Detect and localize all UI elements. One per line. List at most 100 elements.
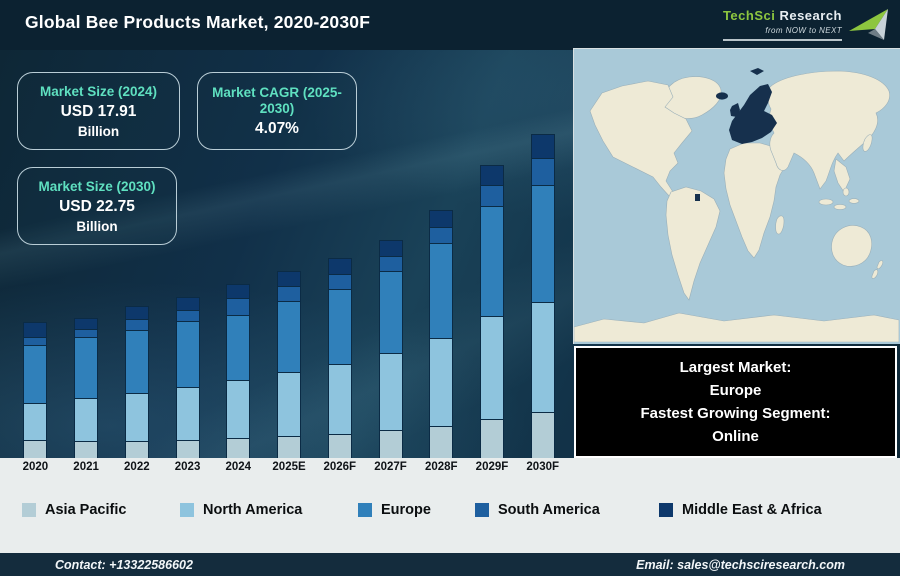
- legend-item-north-america: North America: [180, 502, 302, 518]
- bar-segment-middle-east-africa: [124, 306, 149, 319]
- bar-segment-south-america: [277, 286, 302, 301]
- callout-label: Market Size (2030): [38, 178, 156, 194]
- stacked-bar-2027F: [378, 240, 403, 458]
- bar-segment-europe: [479, 206, 504, 316]
- world-map-svg: [573, 49, 900, 343]
- stacked-bar-2023: [175, 297, 200, 458]
- axis-and-legend-band: 2020 2021 2022 2023 2024 2025E 2026F 2027F 2028F…: [0, 458, 900, 553]
- bar-segment-north-america: [378, 353, 403, 430]
- bar-segment-north-america: [74, 398, 99, 441]
- bar-segment-asia-pacific: [124, 441, 149, 458]
- bar-segment-europe: [327, 289, 352, 364]
- callout-unit: Billion: [76, 218, 118, 234]
- bar-segment-middle-east-africa: [226, 284, 251, 298]
- bar-segment-north-america: [124, 393, 149, 441]
- bar-segment-north-america: [23, 403, 48, 440]
- bar-segment-asia-pacific: [23, 440, 48, 458]
- bar-segment-asia-pacific: [479, 419, 504, 458]
- legend-swatch-south-america: [475, 503, 489, 517]
- x-axis-label-2026F: 2026F: [323, 461, 357, 473]
- x-axis-label-2028F: 2028F: [424, 461, 458, 473]
- largest-market-label: Largest Market:: [679, 359, 792, 376]
- footer-contact: Contact: +13322586602: [55, 557, 193, 572]
- bar-segment-south-america: [124, 319, 149, 330]
- stacked-bar-2021: [74, 318, 99, 458]
- stacked-bar-2028F: [429, 210, 454, 458]
- bar-segment-south-america: [378, 256, 403, 271]
- x-axis-label-2027F: 2027F: [374, 461, 407, 473]
- bar-segment-south-america: [74, 329, 99, 337]
- bar-segment-middle-east-africa: [327, 258, 352, 274]
- bar-chart: [10, 118, 568, 458]
- world-map: [573, 48, 900, 344]
- stacked-bar-2025E: [277, 271, 302, 458]
- legend-label-europe: Europe: [381, 502, 431, 518]
- bar-segment-north-america: [530, 302, 555, 412]
- x-axis-label-2029F: 2029F: [475, 461, 509, 473]
- callout-market-cagr: Market CAGR (2025-2030) 4.07%: [197, 72, 357, 150]
- legend-item-south-america: South America: [475, 502, 600, 518]
- logo-tagline: from NOW to NEXT: [765, 26, 842, 35]
- callout-market-size-2024: Market Size (2024) USD 17.91 Billion: [17, 72, 180, 150]
- bar-column-2020: [10, 118, 61, 458]
- bar-segment-middle-east-africa: [378, 240, 403, 256]
- legend-swatch-north-america: [180, 503, 194, 517]
- legend-swatch-middle-east-africa: [659, 503, 673, 517]
- bar-column-2029F: [467, 118, 518, 458]
- logo-brand-secondary: Research: [779, 8, 842, 23]
- bar-segment-europe: [226, 315, 251, 380]
- bar-segment-north-america: [175, 387, 200, 440]
- legend-label-north-america: North America: [203, 502, 303, 518]
- bar-segment-asia-pacific: [74, 441, 99, 458]
- stacked-bar-2022: [124, 306, 149, 458]
- bar-column-2021: [61, 118, 112, 458]
- footer-email: Email: sales@techsciresearch.com: [636, 557, 845, 572]
- footer-bar: Contact: +13322586602 Email: sales@techs…: [0, 553, 900, 576]
- bar-segment-middle-east-africa: [23, 322, 48, 337]
- bar-segment-north-america: [226, 380, 251, 438]
- fastest-segment-label: Fastest Growing Segment:: [640, 405, 831, 422]
- x-axis-label-2030F: 2030F: [526, 461, 560, 473]
- legend-item-middle-east-africa: Middle East & Africa: [659, 502, 822, 518]
- bar-segment-south-america: [175, 310, 200, 321]
- bar-segment-asia-pacific: [429, 426, 454, 458]
- callout-value: USD 22.75: [59, 197, 135, 215]
- x-axis-label-2022: 2022: [124, 461, 150, 473]
- bar-segment-asia-pacific: [175, 440, 200, 458]
- bar-column-2030F: [517, 118, 568, 458]
- fastest-segment-value: Online: [712, 428, 759, 445]
- bar-segment-asia-pacific: [327, 434, 352, 458]
- header-bar: Global Bee Products Market, 2020-2030F T…: [0, 0, 900, 50]
- bar-column-2022: [111, 118, 162, 458]
- logo-arrow-icon: [849, 9, 888, 40]
- callout-value: USD 17.91: [60, 102, 137, 120]
- bar-segment-north-america: [277, 372, 302, 436]
- stacked-bar-2030F: [530, 134, 555, 458]
- bar-segment-south-america: [530, 158, 555, 185]
- x-axis-labels: 2020 2021 2022 2023 2024 2025E 2026F 2027F 2028F…: [10, 461, 568, 473]
- bar-segment-europe: [74, 337, 99, 398]
- legend-item-asia-pacific: Asia Pacific: [22, 502, 126, 518]
- x-axis-label-2020: 2020: [22, 461, 49, 473]
- bar-segment-south-america: [327, 274, 352, 289]
- market-highlight-box: Largest Market: Europe Fastest Growing S…: [574, 346, 897, 458]
- stacked-bar-2024: [226, 284, 251, 458]
- bar-segment-middle-east-africa: [175, 297, 200, 310]
- bar-segment-middle-east-africa: [74, 318, 99, 329]
- stacked-bar-2029F: [479, 165, 504, 458]
- callout-label: Market Size (2024): [39, 83, 158, 99]
- bar-segment-south-america: [226, 298, 251, 315]
- chart-panel: Market Size (2024) USD 17.91 Billion Mar…: [0, 48, 900, 458]
- bar-segment-middle-east-africa: [429, 210, 454, 227]
- bar-column-2028F: [416, 118, 467, 458]
- stacked-bar-2026F: [327, 258, 352, 458]
- bar-segment-asia-pacific: [226, 438, 251, 458]
- logo-text: TechSci Research from NOW to NEXT: [722, 8, 842, 41]
- bar-column-2025E: [264, 118, 315, 458]
- techsci-logo: TechSci Research from NOW to NEXT: [710, 4, 890, 46]
- bar-segment-south-america: [479, 185, 504, 206]
- legend-label-asia-pacific: Asia Pacific: [45, 502, 127, 518]
- bar-segment-europe: [378, 271, 403, 353]
- bar-segment-europe: [277, 301, 302, 372]
- bar-segment-asia-pacific: [530, 412, 555, 458]
